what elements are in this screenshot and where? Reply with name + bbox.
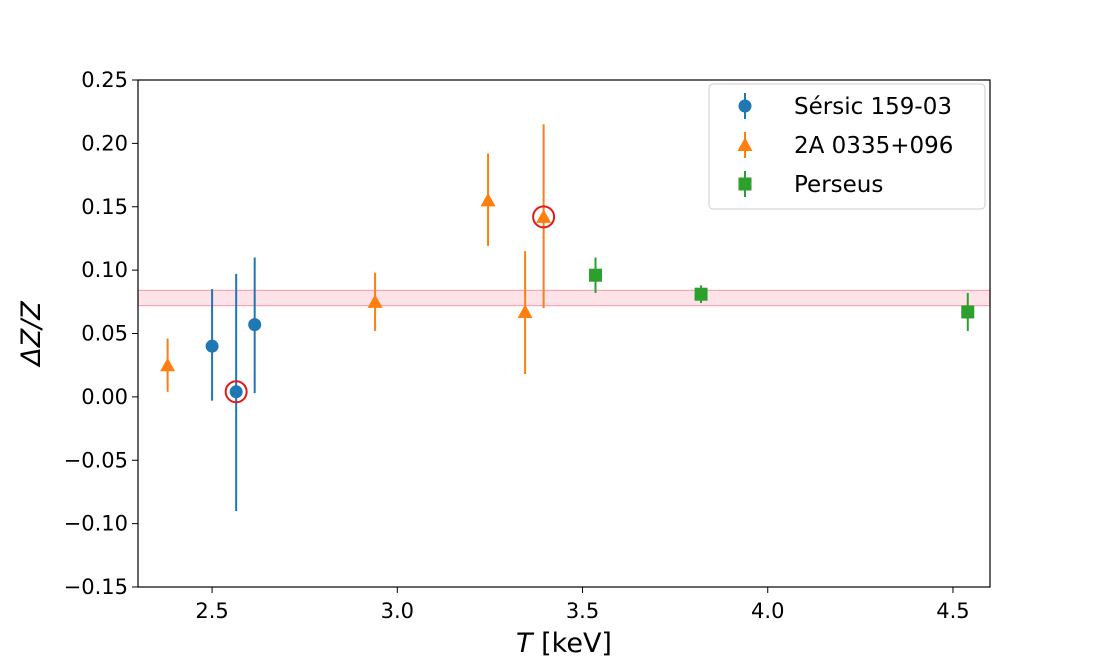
x-tick-label: 2.5 [195, 599, 228, 623]
y-axis-label: ΔZ/Z [16, 301, 47, 368]
x-axis-label: T [keV] [516, 628, 612, 659]
plot-frame [137, 79, 991, 588]
y-tick-label: −0.05 [64, 448, 128, 472]
data-point [248, 318, 262, 332]
legend: Sérsic 159-03 2A 0335+096 Perseus [708, 83, 986, 210]
data-point [229, 385, 243, 399]
reference-band [137, 289, 991, 307]
legend-marker [738, 99, 752, 113]
x-tick-label: 4.0 [751, 599, 784, 623]
x-tick-label: 3.5 [566, 599, 599, 623]
data-point [694, 287, 708, 301]
x-tick-label: 3.0 [381, 599, 414, 623]
y-tick-label: 0.10 [81, 258, 128, 282]
data-point [205, 339, 219, 353]
y-tick-label: −0.10 [64, 512, 128, 536]
data-point [367, 294, 383, 308]
axis-ticks: 2.5 3.0 3.5 4.0 4.5 −0.15 −0.10 −0.05 0.00 0.05 0.… [64, 68, 970, 623]
data-point [961, 305, 975, 319]
data-point [480, 192, 496, 207]
band-layer [137, 289, 991, 307]
legend-marker [738, 177, 752, 191]
legend-box [708, 83, 986, 210]
data-points [160, 124, 975, 511]
x-axis-label-unit: [keV] [533, 628, 612, 659]
legend-label: Perseus [794, 172, 883, 198]
legend-label: Sérsic 159-03 [794, 94, 952, 120]
y-tick-label: 0.00 [81, 385, 128, 409]
data-point [536, 209, 552, 223]
data-point [160, 357, 176, 372]
x-axis-label-symbol: T [516, 628, 535, 659]
data-point [517, 304, 533, 318]
y-tick-label: 0.25 [81, 68, 128, 92]
x-tick-label: 4.5 [936, 599, 969, 623]
y-tick-label: 0.05 [81, 322, 128, 346]
legend-marker [737, 137, 753, 151]
legend-label: 2A 0335+096 [794, 133, 953, 159]
highlight-ring [532, 205, 556, 229]
y-tick-label: 0.20 [81, 131, 128, 155]
y-tick-label: 0.15 [81, 195, 128, 219]
highlight-ring [224, 380, 248, 404]
legend-items: Sérsic 159-03 2A 0335+096 Perseus [737, 93, 953, 198]
y-tick-label: −0.15 [64, 575, 128, 599]
data-point [588, 268, 602, 282]
